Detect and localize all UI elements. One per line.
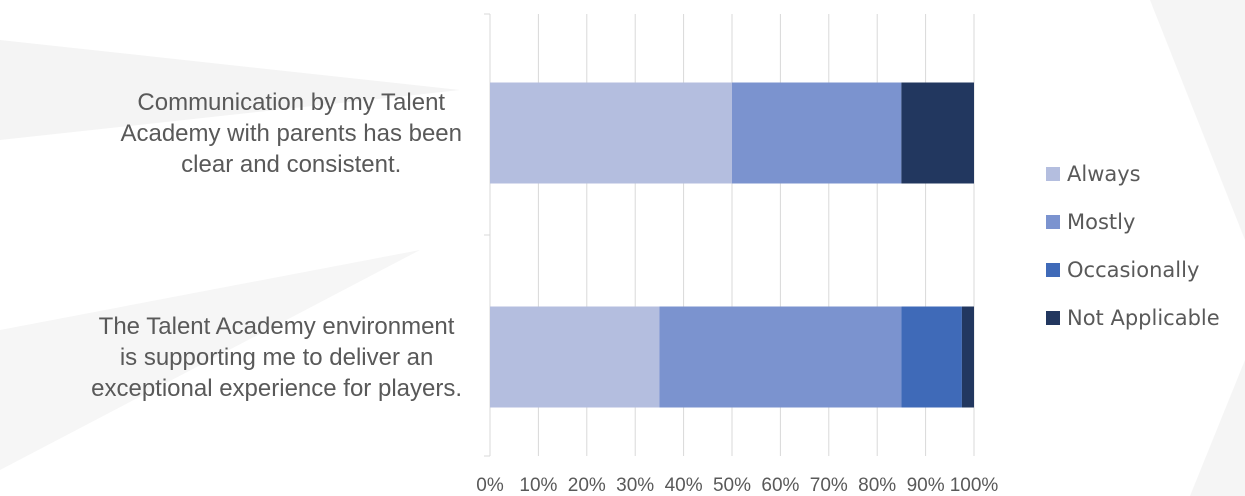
x-tick-label: 30%: [616, 475, 654, 496]
category-label-line: is supporting me to deliver an: [120, 344, 434, 371]
category-axis: [484, 13, 491, 457]
x-tick-label: 70%: [810, 475, 848, 496]
category-label-line: clear and consistent.: [181, 151, 401, 178]
legend-swatch: [1046, 311, 1060, 325]
category-label-line: The Talent Academy environment: [99, 313, 455, 340]
bar-segment-mostly: [732, 82, 902, 184]
bar-segment-mostly: [659, 306, 902, 408]
legend-label: Occasionally: [1067, 258, 1199, 282]
x-tick-label: 50%: [713, 475, 751, 496]
x-tick-label: 90%: [907, 475, 945, 496]
x-tick-label: 20%: [568, 475, 606, 496]
legend-swatch: [1046, 263, 1060, 277]
x-tick-label: 80%: [858, 475, 896, 496]
category-label-line: Academy with parents has been: [120, 120, 462, 147]
bar-segment-not-applicable: [961, 306, 974, 408]
legend-label: Mostly: [1067, 210, 1135, 234]
bar-segment-not-applicable: [901, 82, 974, 184]
x-tick-label: 10%: [519, 475, 557, 496]
x-tick-labels: 0% 10% 20% 30% 40% 50% 60% 70% 80% 90% 100%: [476, 475, 998, 496]
x-tick-label: 100%: [950, 475, 999, 496]
x-tick-label: 0%: [476, 475, 504, 496]
x-tick-label: 40%: [665, 475, 703, 496]
legend-label: Always: [1067, 162, 1141, 186]
bars: [490, 82, 974, 408]
bar-segment-always: [490, 306, 660, 408]
category-label-line: Communication by my Talent: [137, 89, 445, 116]
legend-label: Not Applicable: [1067, 306, 1220, 330]
bar-segment-always: [490, 82, 732, 184]
bar-segment-occasionally: [901, 306, 962, 408]
category-labels: Communication by my Talent Academy with p…: [91, 89, 462, 402]
legend-swatch: [1046, 215, 1060, 229]
legend-swatch: [1046, 167, 1060, 181]
category-label-line: exceptional experience for players.: [91, 375, 462, 402]
x-tick-label: 60%: [761, 475, 799, 496]
legend: Always Mostly Occasionally Not Applicable: [1046, 162, 1220, 330]
